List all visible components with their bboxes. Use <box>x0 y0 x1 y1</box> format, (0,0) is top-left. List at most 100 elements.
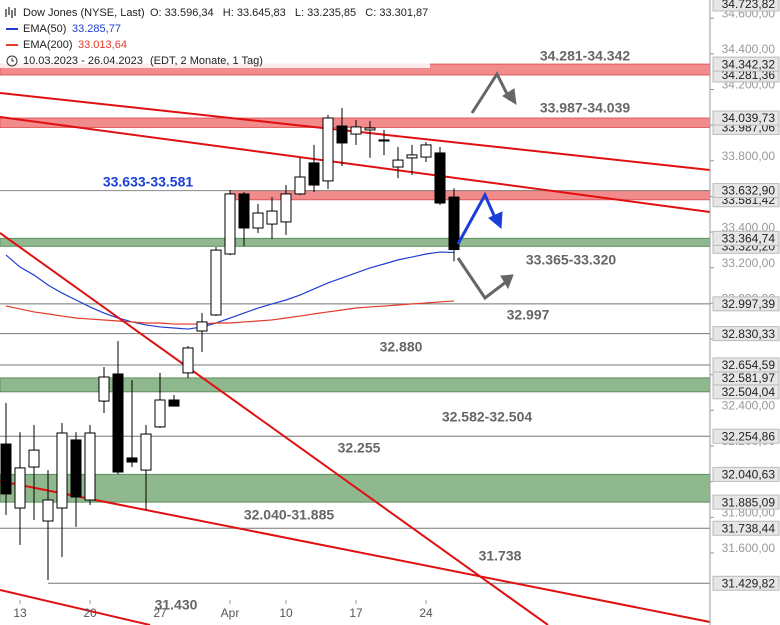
zone-annotation: 32.040-31.885 <box>244 507 335 523</box>
price-box <box>712 296 780 312</box>
candle-body <box>98 376 110 402</box>
clock-icon <box>6 55 18 67</box>
zone-annotation: 32.880 <box>380 339 423 355</box>
x-tick-label: 27 <box>153 606 167 620</box>
zone-band <box>0 473 711 503</box>
candle-body <box>238 193 250 229</box>
ohlc-icon <box>5 7 16 18</box>
right-axis: 31.600,0031.800,0032.000,0032.200,0032.4… <box>13 0 780 620</box>
price-box <box>712 230 780 246</box>
arrow-head <box>500 274 514 290</box>
price-box <box>712 110 780 126</box>
zone-band <box>0 117 711 128</box>
candle-body <box>448 196 460 251</box>
arrow-head <box>488 211 503 230</box>
date-range: 10.03.2023 - 26.04.2023 <box>23 55 143 67</box>
ema-line <box>5 300 455 325</box>
x-tick-label: 13 <box>13 606 27 620</box>
candle-body <box>350 126 362 135</box>
zone-annotation: 33.633-33.581 <box>103 174 194 190</box>
y-tick-label: 33.800,00 <box>722 149 776 163</box>
mark-layer <box>0 108 460 581</box>
x-tick-label: 24 <box>419 606 433 620</box>
price-box <box>712 183 780 199</box>
x-tick-label: 20 <box>83 606 97 620</box>
price-label: 32.997,39 <box>722 297 776 311</box>
candle-body <box>252 212 264 229</box>
candle-body <box>154 399 166 428</box>
price-label: 32.830,33 <box>722 327 776 341</box>
x-tick-label: 10 <box>279 606 293 620</box>
candle-body <box>406 154 418 159</box>
price-box <box>712 0 780 12</box>
candle-body <box>28 449 40 468</box>
arrow <box>470 70 512 114</box>
legend-value: 33.013,64 <box>78 39 127 51</box>
zone-annotation: 33.365-33.320 <box>526 252 617 268</box>
trend-line <box>0 589 151 625</box>
zone-annotation: 32.997 <box>507 307 550 323</box>
trend-line <box>0 116 711 213</box>
x-tick-label: Apr <box>221 606 240 620</box>
y-tick-label: 31.600,00 <box>722 541 776 555</box>
price-box <box>712 494 780 510</box>
price-box <box>712 357 780 373</box>
arrow <box>456 191 498 245</box>
arrows <box>456 70 517 301</box>
price-box <box>712 56 780 72</box>
ema-line <box>5 251 455 330</box>
candle-body <box>196 321 208 332</box>
date-range-note: (EDT, 2 Monate, 1 Tag) <box>150 55 263 67</box>
price-label: 32.254,86 <box>722 429 776 443</box>
candle-body <box>14 467 26 509</box>
price-label: 34.723,82 <box>722 0 776 11</box>
candle-body <box>182 347 194 374</box>
y-tick-label: 33.400,00 <box>722 220 776 234</box>
arrow <box>456 257 507 301</box>
price-box <box>712 428 780 444</box>
price-label: 34.342,32 <box>722 57 776 71</box>
price-label: 32.040,63 <box>722 468 776 482</box>
legend-label: EMA(50) <box>23 23 66 35</box>
ohlc-values: O: 33.596,34 H: 33.645,83 L: 33.235,85 C… <box>150 7 428 19</box>
candle-body <box>266 210 278 225</box>
zone-annotation: 33.987-34.039 <box>540 100 631 116</box>
price-box <box>712 575 780 591</box>
candle-body <box>364 127 376 131</box>
price-label: 34.039,73 <box>722 111 776 125</box>
zone-annotation: 32.582-32.504 <box>442 409 533 425</box>
candle-body <box>42 499 54 522</box>
candle-body <box>336 125 348 144</box>
candle-body <box>378 139 390 142</box>
price-label: 33.364,74 <box>722 232 776 246</box>
candle-body <box>56 432 68 509</box>
zone-band <box>0 237 711 247</box>
candle-body <box>126 457 138 463</box>
price-label: 31.738,44 <box>722 521 776 535</box>
price-label: 34.281,36 <box>722 68 776 82</box>
price-box <box>712 466 780 482</box>
y-tick-label: 34.400,00 <box>722 42 776 56</box>
price-box <box>712 520 780 536</box>
y-tick-label: 32.400,00 <box>722 399 776 413</box>
candle-body <box>280 193 292 223</box>
zone-annotation: 32.255 <box>338 440 381 456</box>
candle-body <box>0 443 12 495</box>
candle-body <box>84 432 96 501</box>
price-label: 32.654,59 <box>722 358 776 372</box>
zone-annotation: 31.430 <box>155 597 198 613</box>
price-label: 31.429,82 <box>722 576 776 590</box>
candle-body <box>308 162 320 186</box>
candle-body <box>168 399 180 407</box>
y-tick-label: 33.200,00 <box>722 256 776 270</box>
legend: Dow Jones (NYSE, Last) O: 33.596,34 H: 3… <box>0 4 430 68</box>
legend-label: EMA(200) <box>23 39 73 51</box>
arrow-head <box>502 88 517 105</box>
price-label: 33.632,90 <box>722 184 776 198</box>
trend-line <box>0 480 711 623</box>
price-label: 32.581,97 <box>722 371 776 385</box>
candle-body <box>420 144 432 158</box>
price-label: 31.885,09 <box>722 495 776 509</box>
